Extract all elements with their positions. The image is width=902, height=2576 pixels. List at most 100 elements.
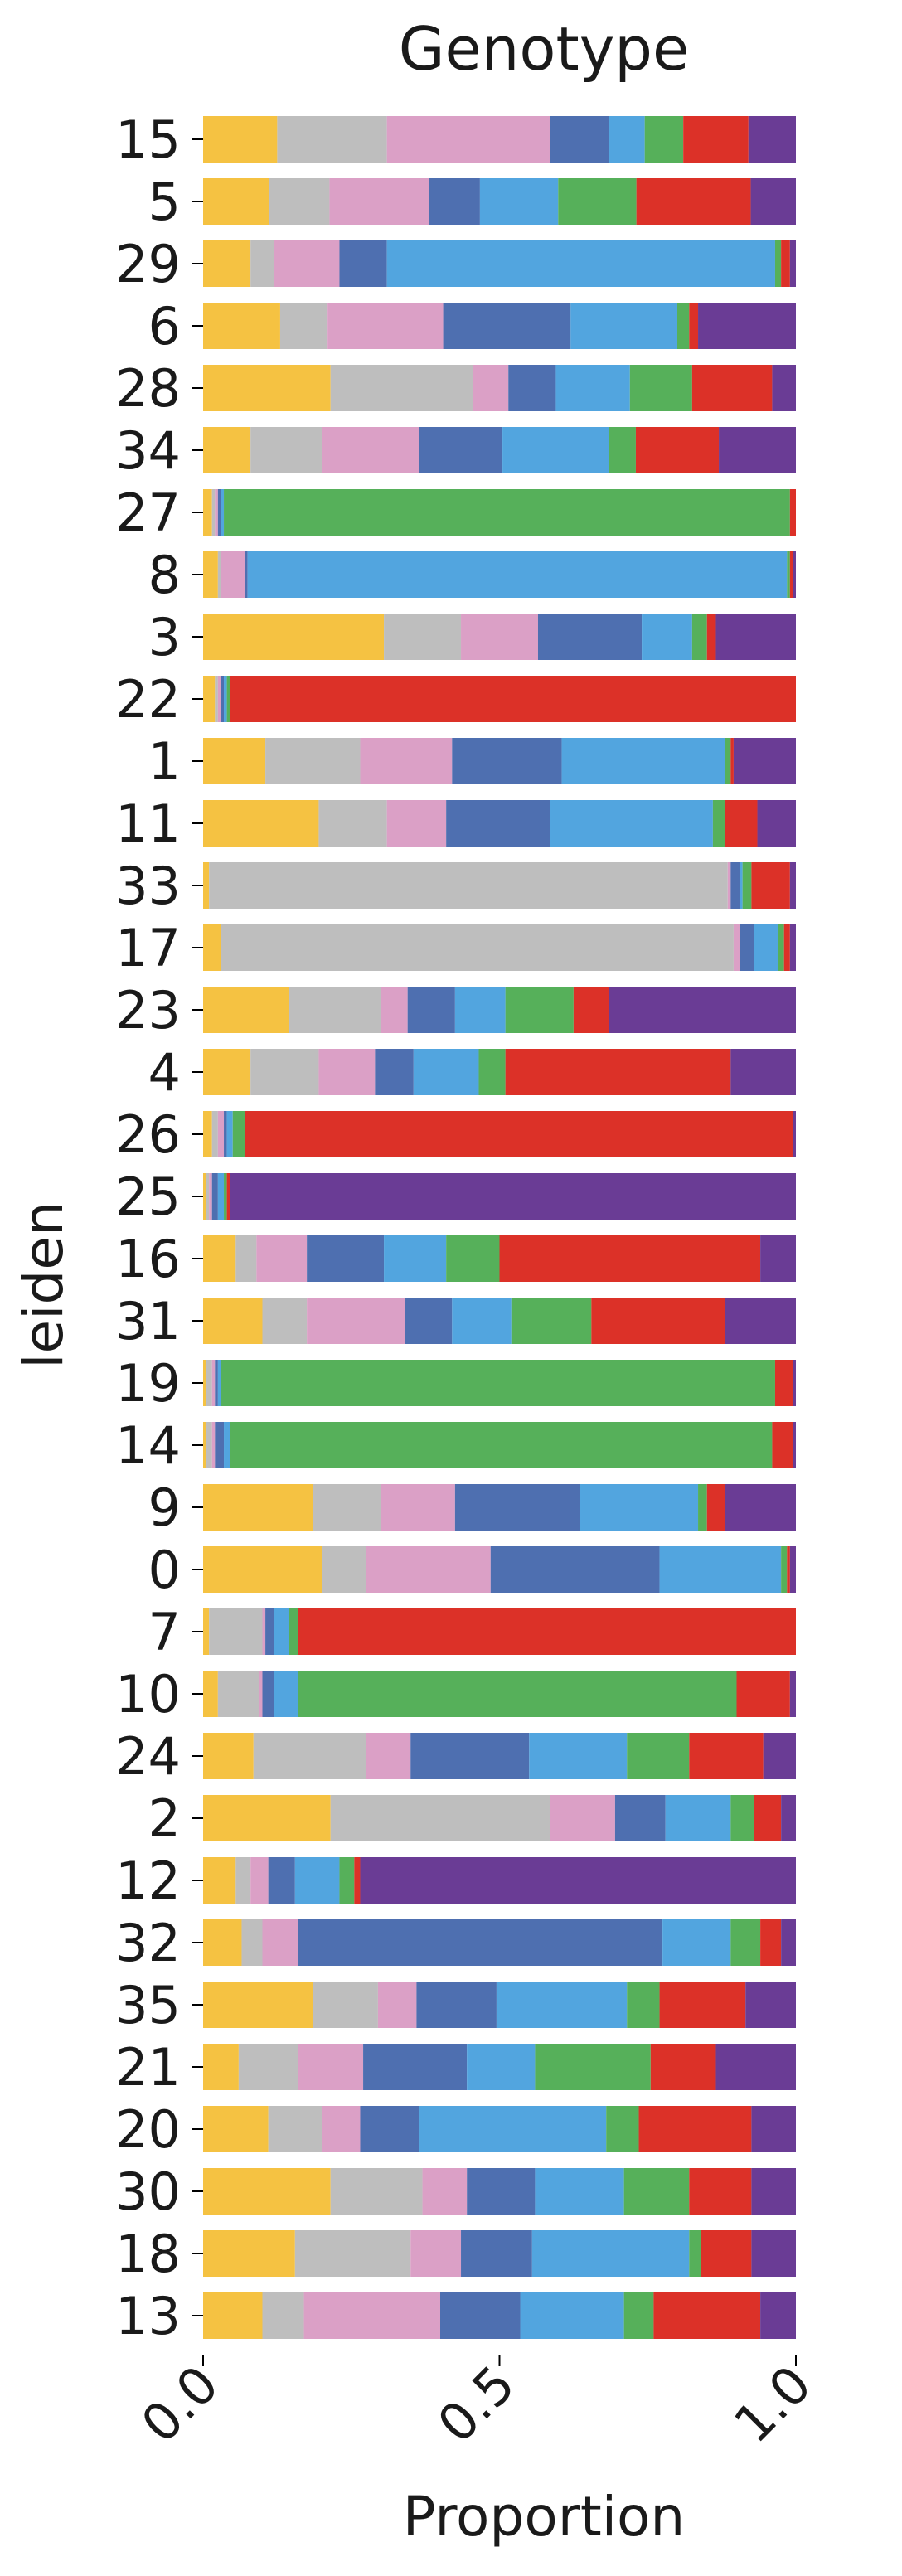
x-axis: 0.0 0.5 1.0: [129, 2354, 822, 2454]
bar-segment: [730, 862, 740, 909]
bar-segment: [748, 116, 796, 163]
bar-segment: [329, 178, 429, 225]
bar-segment: [386, 800, 447, 847]
bar-segment: [781, 240, 790, 287]
bar-segment: [289, 1608, 298, 1655]
bar-segment: [327, 303, 444, 349]
bar-segment: [224, 489, 790, 536]
bar-segment: [789, 924, 796, 971]
bar-segment: [789, 1671, 796, 1717]
bar-segment: [203, 862, 210, 909]
bar-segment: [627, 1733, 690, 1779]
bar-segment: [217, 1360, 221, 1406]
bar-segment: [760, 1919, 782, 1966]
x-axis-title: Proportion: [403, 2485, 686, 2549]
bar-segment: [635, 427, 720, 473]
bar-segment: [235, 1235, 257, 1282]
bar-segment: [203, 2044, 239, 2090]
y-tick-label: 5: [148, 172, 181, 232]
bar-segment: [467, 2044, 536, 2090]
bar-segment: [665, 1795, 731, 1841]
bar-segment: [203, 1235, 236, 1282]
bar-segment: [262, 2292, 304, 2339]
bar-segment: [644, 116, 684, 163]
bar-segment: [691, 365, 773, 411]
bar-segment: [698, 1484, 707, 1531]
y-tick-labels: 1552962834278322111331723426251631191490…: [115, 109, 203, 2346]
y-tick-label: 29: [115, 234, 181, 294]
bar-segment: [606, 2106, 639, 2152]
bar-segment: [751, 2230, 796, 2277]
bar-segment: [760, 1235, 796, 1282]
bar-segment: [318, 800, 387, 847]
bar-segment: [410, 2230, 462, 2277]
bar-segment: [203, 2168, 331, 2215]
bar-segment: [209, 1608, 263, 1655]
bar-segment: [230, 676, 796, 722]
bar-segment: [211, 1111, 218, 1157]
y-tick-label: 0: [148, 1540, 181, 1600]
y-tick-label: 17: [115, 918, 181, 978]
bar-segment: [226, 1173, 230, 1220]
bar-segment: [691, 614, 707, 660]
bar-segment: [203, 1795, 331, 1841]
bar-segment: [203, 551, 218, 598]
bar-segment: [363, 2044, 468, 2090]
bar-segment: [203, 1546, 322, 1593]
bar-segment: [294, 2230, 411, 2277]
bar-segment: [789, 240, 796, 287]
bar-segment: [793, 1422, 796, 1468]
bar-segment: [203, 738, 266, 784]
bar-segment: [730, 738, 734, 784]
y-tick-label: 28: [115, 358, 181, 419]
chart-title: Genotype: [399, 14, 690, 84]
bar-segment: [230, 1173, 796, 1220]
bar-segment: [259, 1671, 263, 1717]
bar-segment: [653, 2292, 761, 2339]
bar-segment: [265, 738, 361, 784]
bar-segment: [440, 2292, 521, 2339]
bar-segment: [384, 1235, 447, 1282]
bar-segment: [508, 365, 556, 411]
bar-segment: [719, 427, 796, 473]
bar-segment: [511, 1298, 592, 1344]
bar-segment: [375, 1049, 414, 1095]
bar-segment: [203, 1111, 212, 1157]
y-tick-label: 20: [115, 2099, 181, 2160]
bar-segment: [772, 1422, 793, 1468]
bar-segment: [298, 2044, 364, 2090]
bar-segment: [410, 1733, 530, 1779]
bar-segment: [322, 2106, 361, 2152]
bar-segment: [203, 2230, 295, 2277]
bar-segment: [535, 2168, 624, 2215]
bar-segment: [247, 551, 788, 598]
bar-segment: [322, 1546, 366, 1593]
bar-segment: [360, 1857, 797, 1904]
bar-segment: [224, 1422, 230, 1468]
bar-segment: [330, 1795, 550, 1841]
bar-segment: [250, 427, 322, 473]
bar-segment: [360, 2106, 419, 2152]
bar-segment: [733, 924, 740, 971]
bar-segment: [754, 1795, 782, 1841]
bar-segment: [407, 987, 455, 1033]
bar-segment: [262, 1671, 274, 1717]
bar-segment: [217, 489, 221, 536]
bar-segment: [206, 1360, 212, 1406]
bar-segment: [298, 1919, 663, 1966]
bar-segment: [211, 1360, 216, 1406]
bar-segment: [520, 2292, 624, 2339]
bar-segment: [221, 924, 734, 971]
bar-segment: [217, 1173, 225, 1220]
bar-segment: [221, 1360, 775, 1406]
bar-segment: [659, 1982, 746, 2028]
bar-segment: [413, 1049, 479, 1095]
bar-segment: [725, 738, 731, 784]
bar-segment: [203, 1422, 206, 1468]
bar-segment: [683, 116, 749, 163]
bar-segment: [452, 738, 562, 784]
bar-segment: [268, 2106, 322, 2152]
bar-segment: [789, 489, 796, 536]
bar-segment: [781, 1795, 796, 1841]
